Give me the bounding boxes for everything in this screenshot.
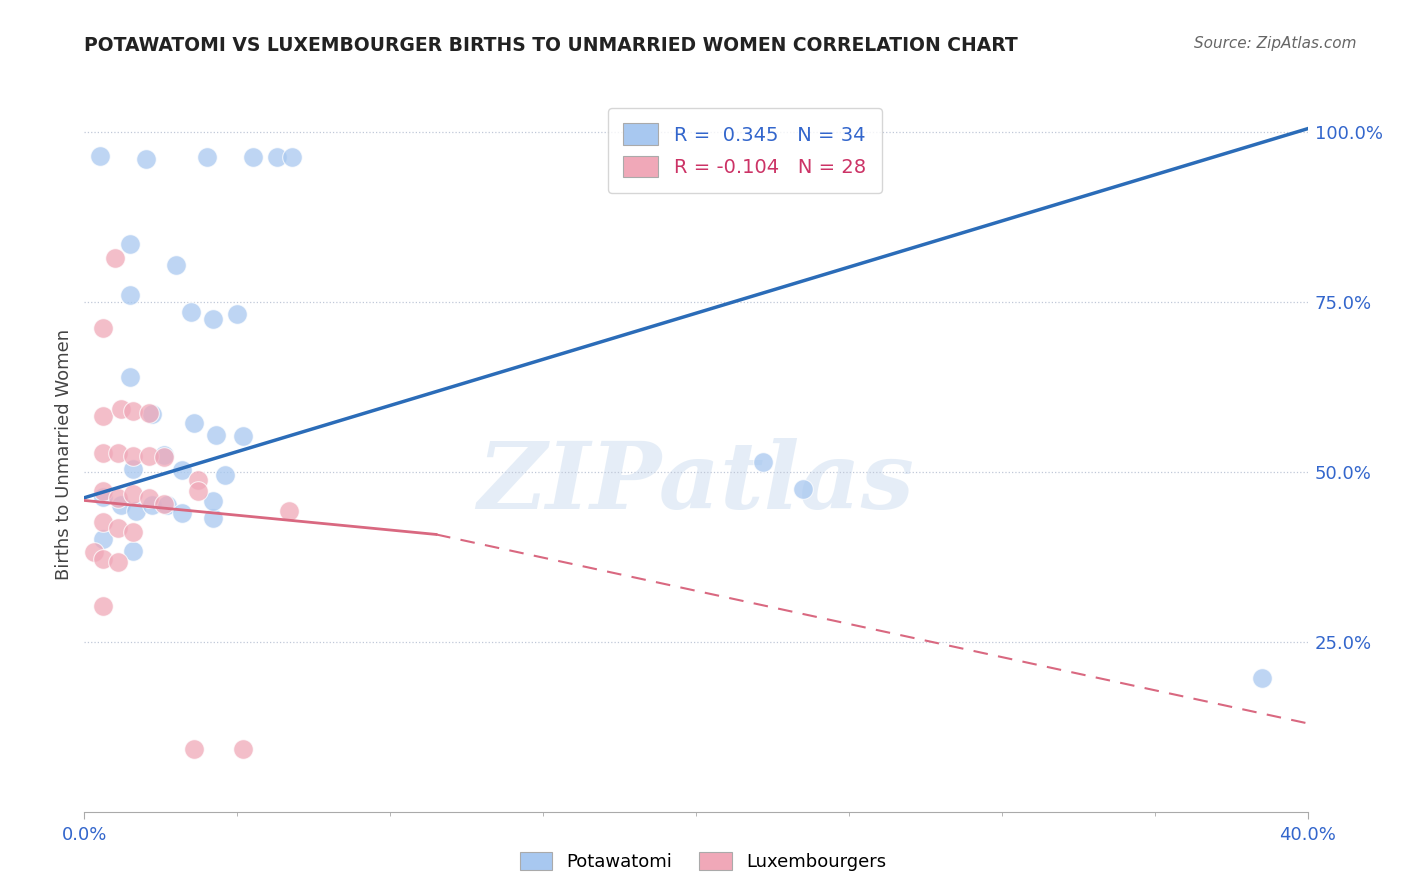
Point xyxy=(138,450,160,464)
Point xyxy=(122,461,145,475)
Point xyxy=(83,545,105,559)
Point xyxy=(266,150,288,164)
Point xyxy=(165,258,187,272)
Legend: R =  0.345   N = 34, R = -0.104   N = 28: R = 0.345 N = 34, R = -0.104 N = 28 xyxy=(607,108,882,193)
Point xyxy=(122,450,145,464)
Text: Source: ZipAtlas.com: Source: ZipAtlas.com xyxy=(1194,36,1357,51)
Point xyxy=(122,403,145,417)
Legend: Potawatomi, Luxembourgers: Potawatomi, Luxembourgers xyxy=(512,845,894,879)
Point xyxy=(91,409,114,424)
Point xyxy=(153,448,176,462)
Point xyxy=(201,511,224,525)
Point xyxy=(91,515,114,529)
Point xyxy=(91,446,114,460)
Point xyxy=(91,483,114,498)
Point xyxy=(752,455,775,469)
Point xyxy=(172,463,194,477)
Point xyxy=(792,482,814,496)
Point xyxy=(107,491,129,505)
Point xyxy=(226,307,249,321)
Point xyxy=(135,153,157,167)
Point xyxy=(110,402,132,417)
Point xyxy=(107,555,129,569)
Point xyxy=(242,150,264,164)
Point xyxy=(122,486,145,500)
Y-axis label: Births to Unmarried Women: Births to Unmarried Women xyxy=(55,329,73,581)
Point xyxy=(91,599,114,613)
Point xyxy=(195,150,218,164)
Point xyxy=(186,483,208,498)
Point xyxy=(153,450,176,464)
Point xyxy=(122,544,145,558)
Point xyxy=(120,237,142,252)
Point xyxy=(214,468,236,483)
Point xyxy=(110,498,132,512)
Point xyxy=(122,524,145,539)
Point xyxy=(138,491,160,505)
Point xyxy=(141,407,163,421)
Point xyxy=(201,312,224,326)
Point xyxy=(180,305,202,319)
Point xyxy=(1250,671,1272,685)
Point xyxy=(232,742,254,756)
Point xyxy=(205,427,228,442)
Point xyxy=(156,498,179,512)
Point xyxy=(201,494,224,508)
Point xyxy=(125,504,148,518)
Point xyxy=(172,506,194,520)
Point xyxy=(232,429,254,443)
Point xyxy=(183,742,205,756)
Point xyxy=(120,288,142,302)
Point xyxy=(141,498,163,512)
Point xyxy=(91,490,114,504)
Point xyxy=(186,473,208,487)
Point xyxy=(107,521,129,535)
Point xyxy=(91,321,114,335)
Point xyxy=(183,416,205,430)
Point xyxy=(91,552,114,566)
Text: ZIPatlas: ZIPatlas xyxy=(478,439,914,528)
Point xyxy=(153,497,176,511)
Point xyxy=(107,446,129,460)
Text: POTAWATOMI VS LUXEMBOURGER BIRTHS TO UNMARRIED WOMEN CORRELATION CHART: POTAWATOMI VS LUXEMBOURGER BIRTHS TO UNM… xyxy=(84,36,1018,54)
Point xyxy=(278,504,301,518)
Point xyxy=(91,532,114,546)
Point xyxy=(89,149,111,163)
Point xyxy=(281,150,304,164)
Point xyxy=(138,407,160,421)
Point xyxy=(104,251,127,265)
Point xyxy=(120,369,142,384)
